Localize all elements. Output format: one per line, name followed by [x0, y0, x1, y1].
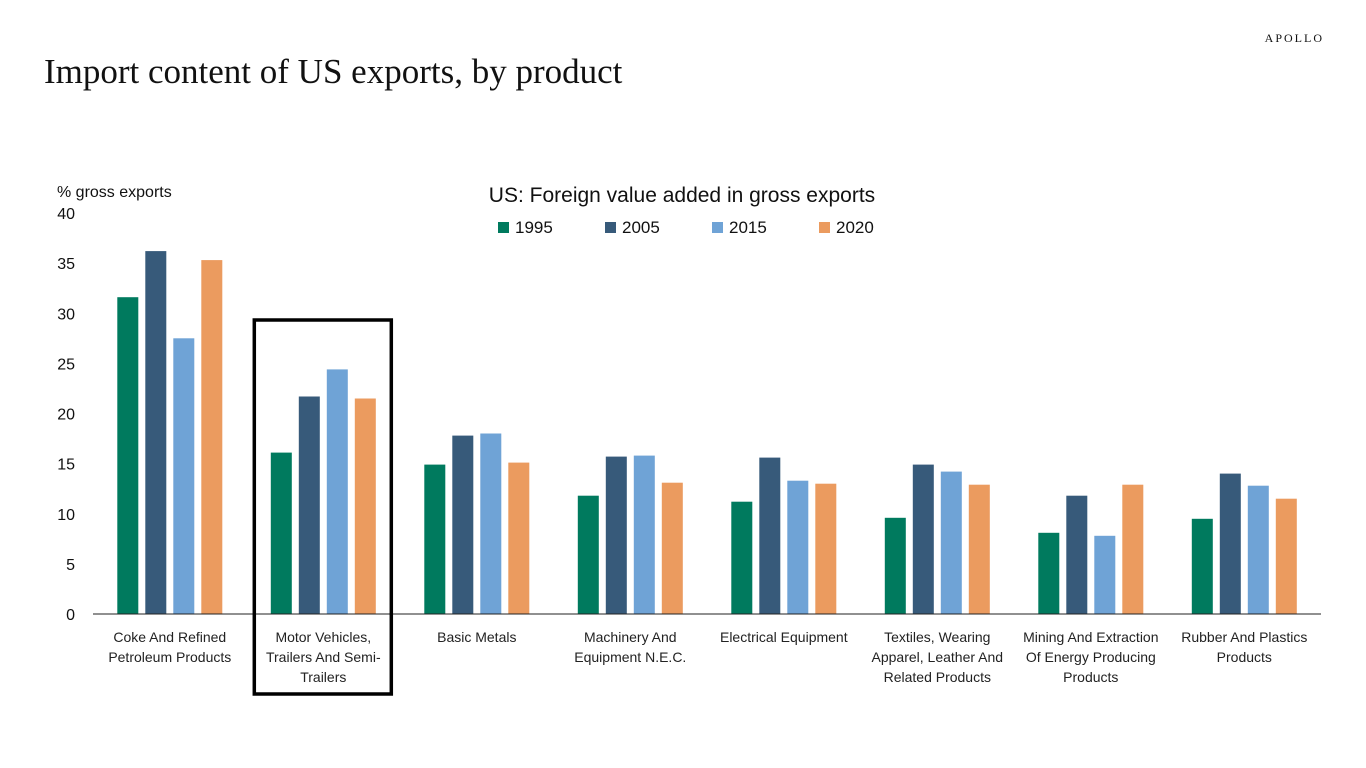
x-category-label-line: Textiles, Wearing [884, 629, 991, 645]
x-category-label-line: Coke And Refined [113, 629, 227, 645]
legend-swatch-2005 [605, 222, 616, 233]
bar-2005-cat-0 [145, 251, 167, 614]
x-category-label: Motor Vehicles, Trailers And Semi- Trailer… [248, 627, 398, 687]
bar-2020-cat-5 [968, 484, 990, 614]
bar-2020-cat-0 [201, 260, 223, 614]
x-category-label: Mining And Extraction Of Energy Producing… [1016, 627, 1166, 687]
y-tick-label: 15 [57, 457, 75, 474]
x-category-label-line: Petroleum Products [108, 649, 232, 665]
bar-2015-cat-2 [480, 433, 502, 614]
bars [117, 251, 1297, 614]
y-tick-label: 30 [57, 306, 75, 323]
x-category-label-line: Motor Vehicles, [275, 629, 372, 645]
bar-2005-cat-5 [912, 464, 934, 614]
bar-2015-cat-4 [787, 480, 809, 614]
bar-2020-cat-7 [1275, 498, 1297, 614]
bar-2015-cat-6 [1094, 535, 1116, 614]
x-category-label: Textiles, Wearing Apparel, Leather And Rel… [862, 627, 1012, 687]
bar-2005-cat-1 [298, 396, 320, 614]
y-tick-label: 20 [57, 407, 75, 424]
bar-1995-cat-4 [731, 501, 753, 614]
y-axis: 0 5 10 15 20 25 30 35 40 [57, 206, 75, 624]
chart-title: US: Foreign value added in gross exports [489, 184, 875, 207]
y-tick-label: 40 [57, 206, 75, 223]
x-category-label-line: Rubber And Plastics [1181, 629, 1308, 645]
bar-2005-cat-2 [452, 435, 474, 614]
x-category-label: Machinery And Equipment N.E.C. [555, 627, 705, 667]
legend-label-2005: 2005 [622, 218, 660, 237]
bar-2020-cat-4 [815, 483, 837, 614]
bar-2005-cat-6 [1066, 495, 1088, 614]
legend-swatch-2015 [712, 222, 723, 233]
bar-2020-cat-3 [661, 482, 683, 614]
bar-2015-cat-0 [173, 338, 195, 614]
y-tick-label: 10 [57, 507, 75, 524]
legend: 1995 2005 2015 2020 [498, 218, 874, 237]
bar-2015-cat-7 [1247, 485, 1269, 614]
x-category-label-line: Products [1216, 649, 1272, 665]
highlight-box [252, 318, 394, 696]
bar-2005-cat-3 [605, 456, 627, 614]
x-category-label-line: Trailers [300, 669, 347, 685]
y-tick-label: 0 [66, 607, 75, 624]
x-category-label-line: Basic Metals [437, 629, 517, 645]
legend-swatch-1995 [498, 222, 509, 233]
bar-2020-cat-2 [508, 462, 530, 614]
x-category-label-line: Related Products [883, 669, 991, 685]
bar-1995-cat-5 [884, 517, 906, 614]
bar-1995-cat-7 [1191, 518, 1213, 614]
x-category-label: Rubber And Plastics Products [1169, 627, 1319, 667]
bar-2005-cat-4 [759, 457, 781, 614]
bar-2015-cat-3 [633, 455, 655, 614]
x-category-label-line: Machinery And [583, 629, 677, 645]
x-category-label: Coke And Refined Petroleum Products [95, 627, 245, 667]
bar-2005-cat-7 [1219, 473, 1241, 614]
bar-2015-cat-1 [326, 369, 348, 614]
y-tick-label: 25 [57, 356, 75, 373]
legend-swatch-2020 [819, 222, 830, 233]
x-category-label: Basic Metals [402, 627, 552, 647]
bar-2020-cat-6 [1122, 484, 1144, 614]
legend-label-1995: 1995 [515, 218, 553, 237]
page-title: Import content of US exports, by product [44, 52, 623, 91]
x-category-label-line: Of Energy Producing [1025, 649, 1156, 665]
legend-label-2020: 2020 [836, 218, 874, 237]
x-category-label-line: Equipment N.E.C. [574, 649, 687, 665]
bar-1995-cat-2 [424, 464, 446, 614]
bar-2015-cat-5 [940, 471, 962, 614]
bar-1995-cat-1 [270, 452, 292, 614]
bar-1995-cat-0 [117, 297, 139, 614]
bar-1995-cat-3 [577, 495, 599, 614]
y-axis-label: % gross exports [57, 184, 172, 201]
x-category-label-line: Electrical Equipment [719, 629, 848, 645]
bar-2020-cat-1 [354, 398, 376, 614]
x-category-label-line: Products [1063, 669, 1119, 685]
legend-label-2015: 2015 [729, 218, 767, 237]
y-tick-label: 5 [66, 557, 75, 574]
x-category-label-line: Trailers And Semi- [265, 649, 381, 665]
y-tick-label: 35 [57, 256, 75, 273]
bar-1995-cat-6 [1038, 532, 1060, 614]
brand-logo: APOLLO [1264, 31, 1324, 45]
x-category-label: Electrical Equipment [709, 627, 859, 647]
x-category-label-line: Mining And Extraction [1023, 629, 1159, 645]
x-category-label-line: Apparel, Leather And [871, 649, 1004, 665]
